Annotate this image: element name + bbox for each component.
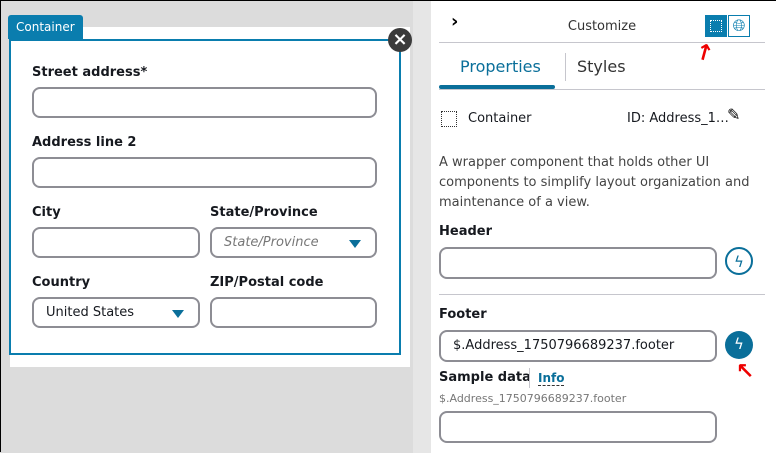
city-input[interactable]: [32, 227, 200, 258]
sample-data-input[interactable]: [439, 411, 717, 443]
tab-divider: [565, 53, 566, 81]
bind-data-icon-active[interactable]: ϟ: [725, 331, 753, 359]
close-icon[interactable]: ×: [388, 28, 412, 52]
divider: [529, 368, 530, 388]
sample-data-label: Sample data: [439, 370, 531, 385]
state-select[interactable]: State/Province: [210, 227, 377, 258]
scrollbar[interactable]: [413, 1, 431, 453]
tab-properties[interactable]: Properties: [460, 57, 541, 76]
state-label: State/Province: [210, 205, 318, 220]
country-value: United States: [46, 305, 135, 320]
chevron-right-icon[interactable]: ›: [451, 11, 459, 32]
component-description: A wrapper component that holds other UI …: [439, 155, 750, 210]
street-input[interactable]: [32, 87, 377, 118]
container-icon: [441, 111, 457, 127]
component-id: ID: Address_1…: [627, 111, 729, 126]
country-select[interactable]: United States: [32, 297, 200, 328]
customize-panel: › Customize 🌐︎ ↑ Properties Styles Conta…: [431, 1, 776, 453]
street-label: Street address*: [32, 65, 148, 80]
footer-label: Footer: [439, 307, 487, 322]
component-type: Container: [468, 111, 532, 126]
sample-data-hint: $.Address_1750796689237.footer: [439, 392, 627, 405]
canvas: Container × Street address* Address line…: [1, 1, 413, 453]
divider: [439, 294, 765, 295]
header-label: Header: [439, 224, 493, 239]
footer-input[interactable]: $.Address_1750796689237.footer: [439, 330, 717, 362]
state-placeholder: State/Province: [224, 235, 319, 250]
annotation-arrow-icon: ↑: [730, 356, 762, 387]
line2-label: Address line 2: [32, 135, 137, 150]
panel-header: › Customize 🌐︎: [439, 1, 765, 43]
tab-bar: Properties Styles: [439, 43, 765, 90]
edit-pencil-icon[interactable]: ✎: [727, 105, 741, 124]
panel-title: Customize: [567, 19, 637, 34]
line2-input[interactable]: [32, 157, 377, 188]
globe-icon[interactable]: 🌐︎: [728, 15, 750, 37]
zip-input[interactable]: [210, 297, 377, 328]
caret-down-icon: [349, 240, 361, 248]
select-component-icon[interactable]: [705, 15, 727, 37]
city-label: City: [32, 205, 61, 220]
bind-data-icon[interactable]: ϟ: [725, 247, 753, 275]
caret-down-icon: [172, 310, 184, 318]
info-link[interactable]: Info: [538, 371, 565, 386]
header-input[interactable]: [439, 247, 717, 279]
container-tag[interactable]: Container: [8, 15, 83, 39]
active-tab-indicator: [439, 85, 555, 89]
tab-styles[interactable]: Styles: [577, 57, 626, 76]
zip-label: ZIP/Postal code: [210, 275, 324, 290]
country-label: Country: [32, 275, 91, 290]
